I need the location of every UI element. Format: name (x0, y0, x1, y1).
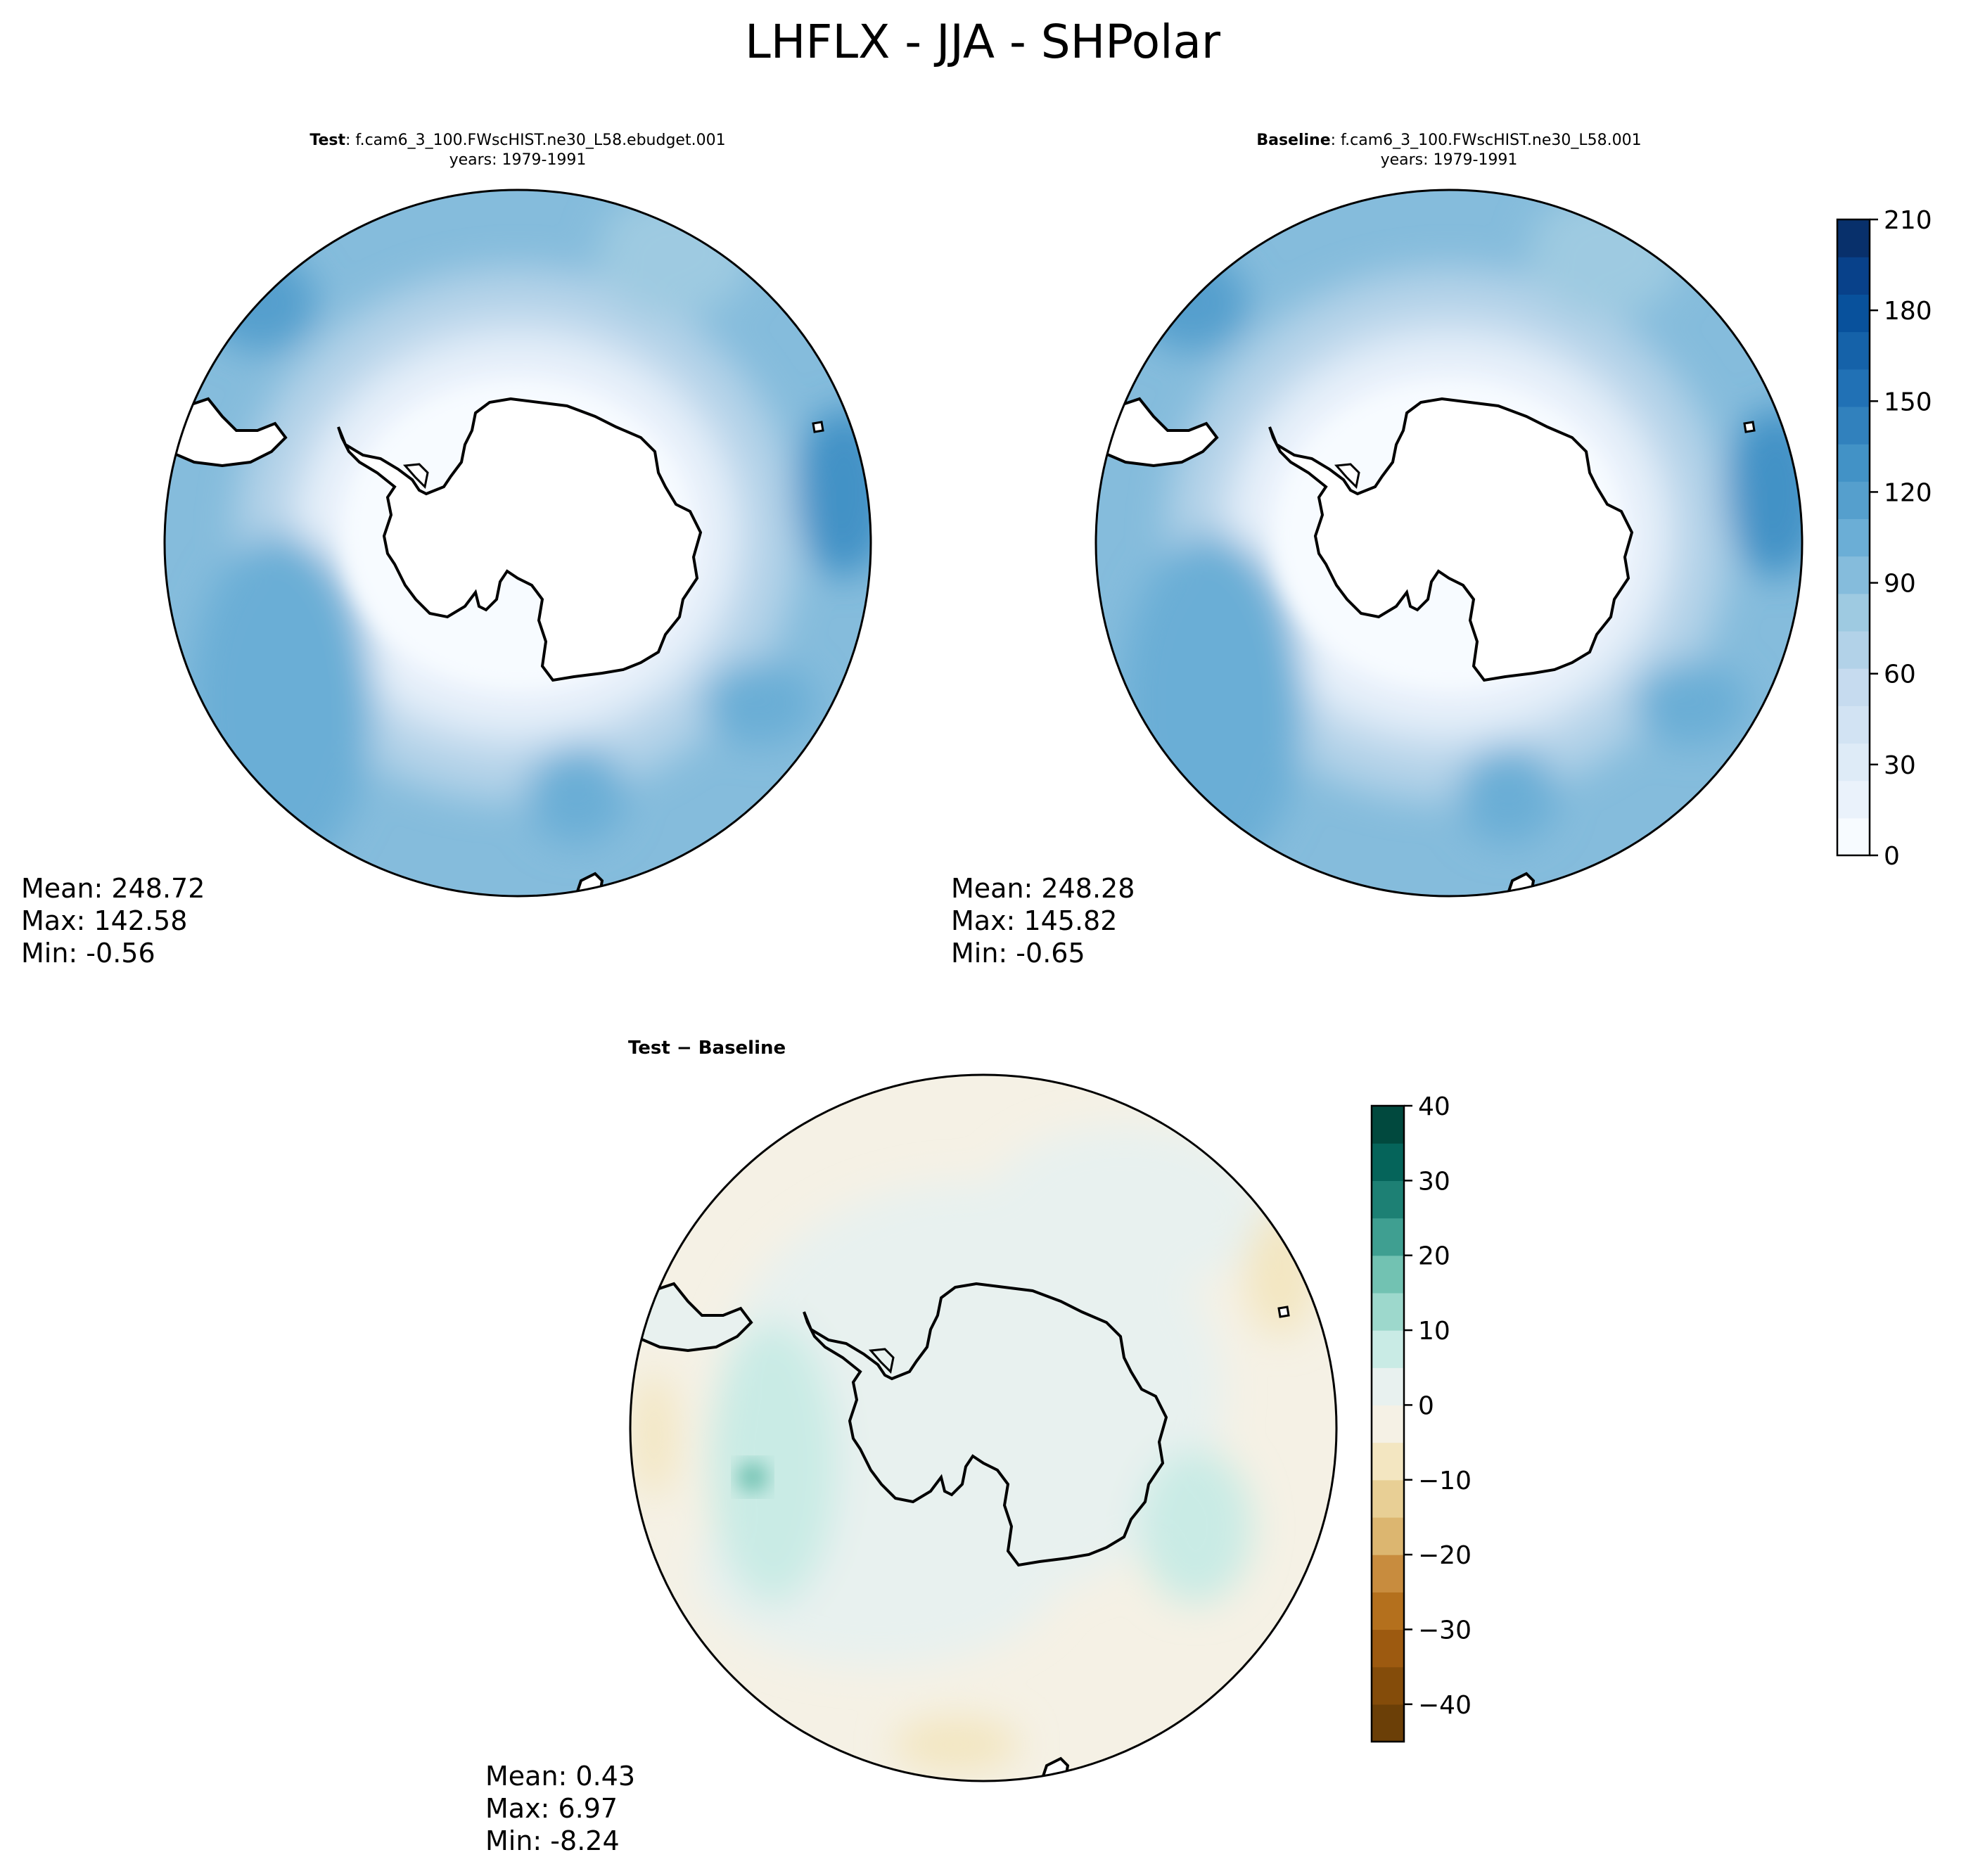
colorbar-brbg-tick-label: 40 (1418, 1092, 1450, 1121)
baseline-stat-min: Min: -0.65 (951, 938, 1085, 969)
panel-baseline-title-rest: : f.cam6_3_100.FWscHIST.ne30_L58.001 (1331, 132, 1642, 149)
colorbar-blues-tick-label: 0 (1884, 842, 1900, 871)
colorbar-blues-tick-label: 180 (1884, 297, 1932, 326)
colorbar-blues-tick-label: 120 (1884, 478, 1932, 507)
colorbar-brbg-segment (1372, 1367, 1404, 1406)
colorbar-brbg-segment (1372, 1704, 1404, 1742)
colorbar-blues-segment (1837, 556, 1870, 594)
colorbar-blues-segment (1837, 294, 1870, 333)
diff-stat-min: Min: -8.24 (485, 1825, 620, 1856)
colorbar-blues-segment (1837, 219, 1870, 257)
colorbar-brbg-tick-label: −20 (1418, 1541, 1472, 1570)
colorbar-brbg-tick-label: −10 (1418, 1467, 1472, 1495)
colorbar-brbg-segment (1372, 1517, 1404, 1555)
colorbar-blues-segment (1837, 481, 1870, 520)
colorbar-brbg-segment (1372, 1555, 1404, 1593)
test-stat-max: Max: 142.58 (21, 905, 187, 936)
colorbar-blues-segment (1837, 780, 1870, 819)
colorbar-brbg: −40 −30 −20 −10 0 10 20 30 40 (1370, 1092, 1472, 1743)
diff-stat-mean: Mean: 0.43 (485, 1761, 635, 1792)
colorbar-brbg-tick-label: 10 (1418, 1317, 1450, 1346)
colorbar-blues-tick-label: 60 (1884, 661, 1916, 689)
figure-title: LHFLX - JJA - SHPolar (745, 15, 1221, 69)
colorbar-blues-segment (1837, 331, 1870, 370)
colorbar-brbg-segment (1372, 1629, 1404, 1668)
colorbar-brbg-segment (1372, 1255, 1404, 1294)
colorbar-brbg-segment (1372, 1218, 1404, 1256)
baseline-stat-max: Max: 145.82 (951, 905, 1117, 936)
panel-test-title: Test: f.cam6_3_100.FWscHIST.ne30_L58.ebu… (309, 132, 725, 149)
test-stat-min: Min: -0.56 (21, 938, 155, 969)
colorbar-brbg-segment (1372, 1143, 1404, 1181)
colorbar-blues-tick-label: 150 (1884, 388, 1932, 416)
colorbar-brbg-segment (1372, 1592, 1404, 1631)
colorbar-brbg-tick-label: 20 (1418, 1242, 1450, 1271)
colorbar-brbg-frame (1370, 1104, 1405, 1743)
test-map-border (163, 189, 872, 898)
panel-baseline-title: Baseline: f.cam6_3_100.FWscHIST.ne30_L58… (1256, 132, 1641, 149)
colorbar-blues-segment (1837, 369, 1870, 407)
colorbar-blues-segment (1837, 406, 1870, 445)
colorbar-brbg-segment (1372, 1330, 1404, 1368)
colorbar-blues-frame (1836, 218, 1871, 857)
colorbar-blues-segment (1837, 630, 1870, 669)
test-stat-mean: Mean: 248.72 (21, 873, 205, 904)
colorbar-brbg-segment (1372, 1442, 1404, 1481)
colorbar-blues-segment (1837, 706, 1870, 744)
colorbar-brbg-segment (1372, 1479, 1404, 1518)
colorbar-blues-segment (1837, 817, 1870, 856)
diff-map-border (629, 1073, 1338, 1782)
colorbar-brbg-tick-label: 30 (1418, 1167, 1450, 1196)
colorbar-brbg-segment (1372, 1106, 1404, 1144)
baseline-stat-mean: Mean: 248.28 (951, 873, 1135, 904)
colorbar-brbg-segment (1372, 1292, 1404, 1331)
panel-test-title-rest: : f.cam6_3_100.FWscHIST.ne30_L58.ebudget… (345, 132, 726, 149)
diff-stat-max: Max: 6.97 (485, 1793, 618, 1824)
colorbar-brbg-segment (1372, 1666, 1404, 1705)
test-map (165, 190, 871, 896)
colorbar-brbg-segment (1372, 1180, 1404, 1219)
colorbar-brbg-segment (1372, 1405, 1404, 1443)
panel-diff-title: Test − Baseline (628, 1038, 786, 1059)
baseline-map (1096, 190, 1802, 896)
colorbar-blues: 0 30 60 90 120 150 180 210 (1836, 206, 1932, 871)
colorbar-blues-tick-label: 90 (1884, 570, 1916, 599)
colorbar-blues-segment (1837, 593, 1870, 632)
panel-baseline: Baseline: f.cam6_3_100.FWscHIST.ne30_L58… (951, 132, 1804, 969)
colorbar-blues-segment (1837, 743, 1870, 781)
colorbar-blues-tick-label: 210 (1884, 206, 1932, 235)
panel-baseline-title-bold: Baseline (1256, 132, 1330, 149)
colorbar-brbg-tick-label: 0 (1418, 1391, 1434, 1420)
colorbar-blues-tick-label: 30 (1884, 751, 1916, 780)
panel-test-years: years: 1979-1991 (449, 151, 587, 169)
colorbar-brbg-tick-label: −40 (1418, 1691, 1472, 1720)
colorbar-blues-segment (1837, 668, 1870, 706)
colorbar-blues-segment (1837, 257, 1870, 295)
panel-test-title-bold: Test (309, 132, 345, 149)
colorbar-blues-segment (1837, 518, 1870, 557)
diff-map (630, 1075, 1336, 1781)
baseline-map-border (1094, 189, 1804, 898)
colorbar-brbg-tick-label: −30 (1418, 1616, 1472, 1645)
panel-test: Test: f.cam6_3_100.FWscHIST.ne30_L58.ebu… (21, 132, 872, 969)
colorbar-blues-segment (1837, 444, 1870, 482)
panel-diff: Test − Baseline (485, 1038, 1338, 1856)
panel-baseline-years: years: 1979-1991 (1381, 151, 1518, 169)
